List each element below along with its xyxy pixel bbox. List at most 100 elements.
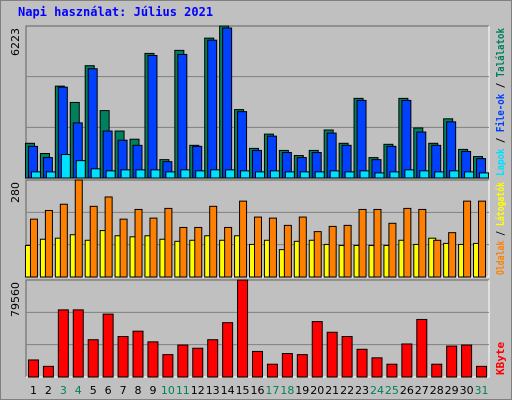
bar — [210, 169, 221, 179]
bar — [358, 208, 367, 278]
bar — [207, 39, 218, 179]
bar — [401, 343, 413, 378]
bar — [329, 170, 340, 179]
x-tick-label: 4 — [75, 384, 82, 397]
bar — [463, 200, 472, 278]
bar — [434, 171, 445, 179]
x-tick-label: 30 — [460, 384, 474, 397]
bar — [149, 217, 158, 278]
bar — [59, 203, 68, 278]
x-tick-label: 25 — [385, 384, 399, 397]
bar — [239, 200, 248, 278]
x-tick-label: 2 — [45, 384, 52, 397]
legend: Lapok / File-ok / Találatok — [494, 28, 507, 176]
bar — [117, 336, 129, 378]
bar — [479, 172, 490, 179]
bar — [225, 169, 236, 179]
bar — [328, 225, 337, 278]
x-tick-label: 13 — [206, 384, 220, 397]
legend-separator: / — [494, 77, 507, 93]
bar — [343, 224, 352, 278]
x-tick-label: 29 — [445, 384, 459, 397]
bar — [119, 218, 128, 278]
x-tick-label: 20 — [310, 384, 324, 397]
legend-entry: Lapok — [494, 148, 507, 176]
bar — [162, 354, 174, 378]
bar — [401, 99, 412, 179]
bar — [177, 53, 188, 179]
bar — [135, 169, 146, 179]
x-tick-label: 16 — [251, 384, 265, 397]
x-tick-label: 15 — [236, 384, 250, 397]
x-tick-label: 23 — [355, 384, 369, 397]
bar — [431, 363, 443, 378]
x-tick-label: 8 — [135, 384, 142, 397]
bar — [177, 344, 189, 378]
legend-entry: KByte — [494, 342, 507, 375]
bar — [448, 232, 457, 278]
x-tick-label: 31 — [475, 384, 489, 397]
legend-separator: / — [494, 226, 507, 241]
bar — [446, 345, 458, 378]
x-tick-label: 3 — [60, 384, 67, 397]
bar — [132, 330, 144, 378]
legend-entry: File-ok — [494, 93, 507, 132]
y-tick-label: 6223 — [9, 28, 22, 56]
bar — [313, 231, 322, 278]
bar — [359, 170, 370, 179]
bar — [283, 224, 292, 278]
bar — [179, 226, 188, 278]
bar — [464, 171, 475, 179]
bar — [165, 171, 176, 179]
bar — [298, 216, 307, 278]
bar — [87, 339, 99, 378]
bar — [356, 99, 367, 179]
bar — [356, 348, 368, 378]
x-tick-label: 19 — [295, 384, 309, 397]
bar — [90, 168, 101, 179]
x-tick-label: 22 — [340, 384, 354, 397]
x-tick-label: 9 — [149, 384, 156, 397]
bar — [42, 365, 54, 378]
bar — [147, 54, 158, 179]
bar — [30, 171, 41, 179]
bar — [222, 27, 233, 179]
bar — [255, 171, 265, 179]
bar — [254, 216, 262, 278]
bar — [389, 171, 400, 179]
legend: KByte — [494, 342, 507, 375]
bar — [87, 68, 98, 179]
chart-title: Napi használat: Július 2021 — [18, 5, 213, 19]
bar — [29, 218, 38, 278]
y-tick-label: 280 — [9, 182, 22, 203]
legend-entry: Oldalak — [494, 240, 507, 275]
bar — [72, 309, 84, 378]
bar — [105, 170, 116, 179]
bar — [433, 239, 442, 278]
x-tick-label: 7 — [120, 384, 127, 397]
bar — [296, 354, 308, 378]
bar — [446, 121, 457, 179]
bar — [45, 171, 56, 179]
x-tick-label: 11 — [176, 384, 190, 397]
bar — [209, 205, 218, 278]
bar — [374, 172, 385, 179]
bar — [281, 353, 293, 378]
bar — [311, 321, 323, 378]
x-tick-label: 12 — [191, 384, 205, 397]
bar — [269, 170, 280, 179]
bar — [164, 207, 173, 278]
bar — [89, 205, 98, 278]
bar — [388, 222, 397, 278]
bar — [268, 217, 277, 278]
x-tick-label: 24 — [370, 384, 384, 397]
bar — [403, 207, 412, 278]
legend-separator: / — [494, 132, 507, 148]
legend: Oldalak / Látogatók — [494, 182, 507, 275]
bar — [237, 111, 248, 179]
bar — [252, 350, 263, 378]
bar — [449, 170, 460, 179]
bar — [60, 154, 71, 179]
x-tick-label: 18 — [280, 384, 294, 397]
bar — [371, 357, 383, 378]
